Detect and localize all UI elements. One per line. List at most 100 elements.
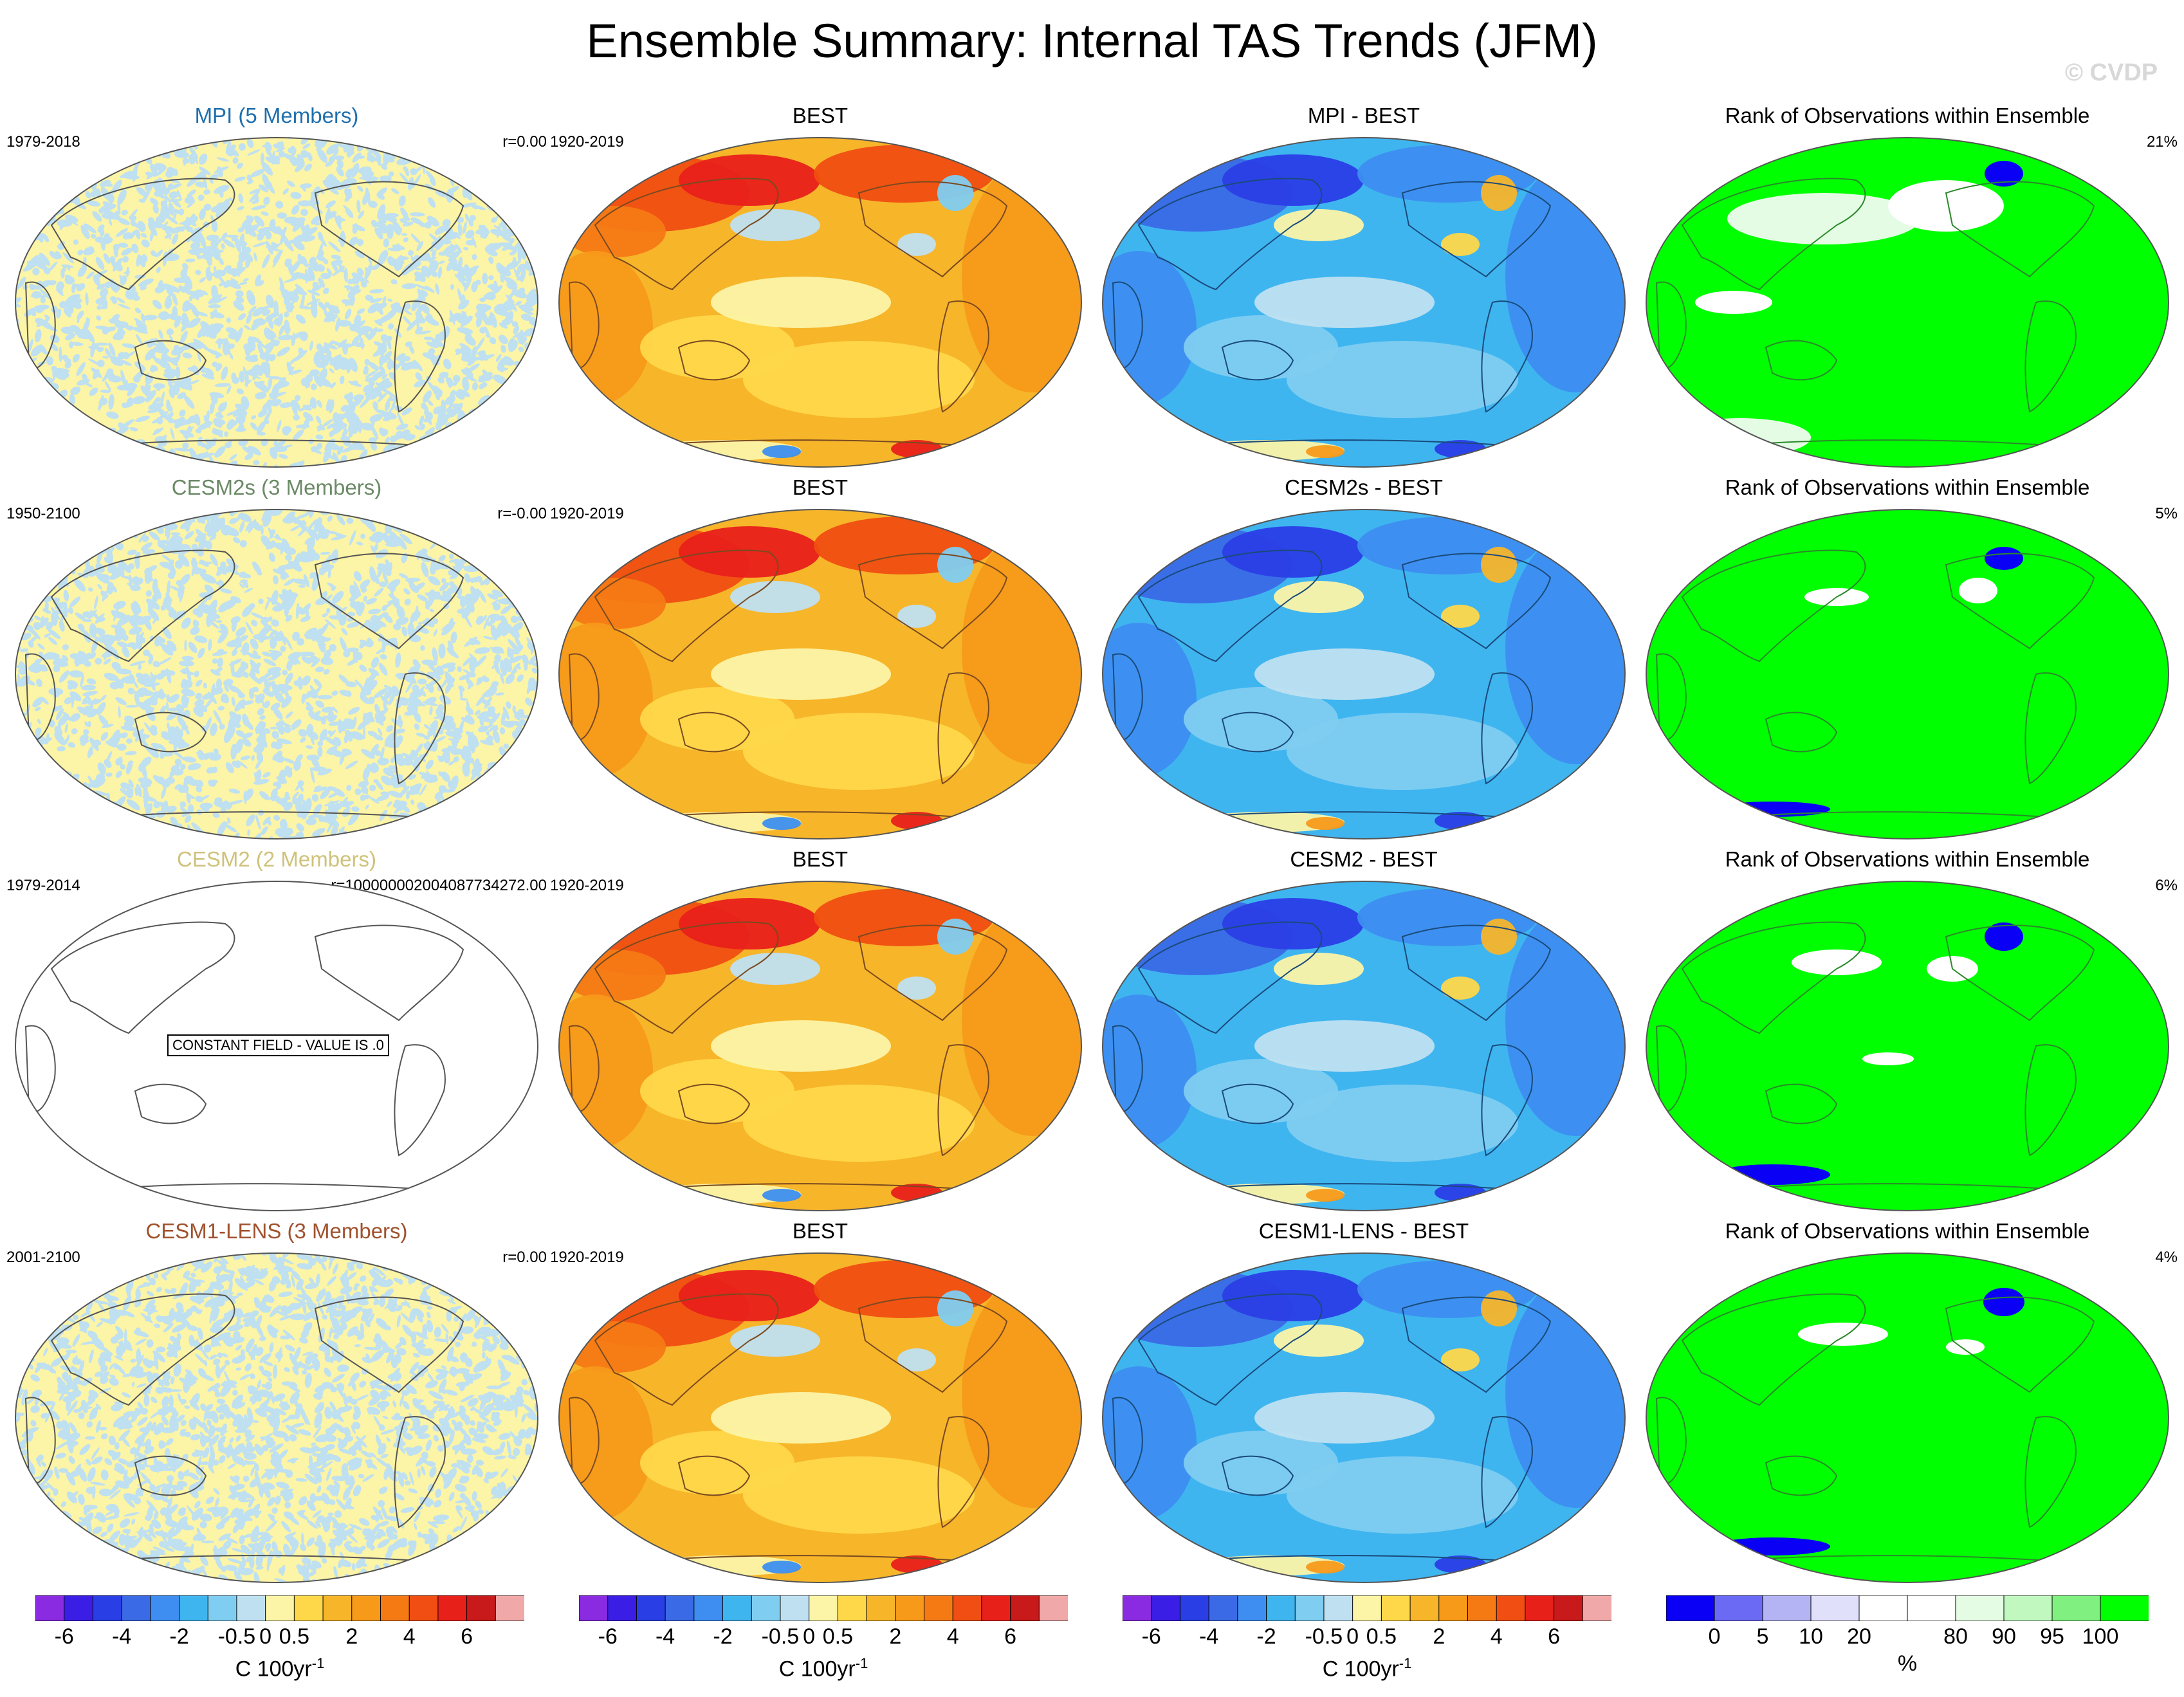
noise-speckle <box>245 257 251 268</box>
noise-speckle <box>89 542 100 550</box>
noise-speckle <box>93 369 100 380</box>
noise-speckle <box>512 200 520 211</box>
noise-speckle <box>345 188 352 196</box>
noise-speckle <box>226 280 241 289</box>
noise-speckle <box>343 145 348 153</box>
noise-speckle <box>100 531 107 538</box>
panel-title: CESM2 (2 Members) <box>177 847 376 871</box>
noise-speckle <box>457 389 470 398</box>
noise-speckle <box>416 330 432 335</box>
noise-speckle <box>253 318 266 326</box>
noise-speckle <box>493 807 504 821</box>
noise-speckle <box>142 315 158 320</box>
noise-speckle <box>473 428 481 434</box>
noise-speckle <box>167 183 173 187</box>
noise-speckle <box>188 146 198 160</box>
noise-speckle <box>107 188 116 199</box>
noise-speckle <box>125 289 133 300</box>
noise-speckle <box>15 775 30 782</box>
noise-speckle <box>524 807 530 812</box>
noise-speckle <box>275 441 286 446</box>
noise-speckle <box>23 262 37 272</box>
noise-speckle <box>203 203 212 211</box>
noise-speckle <box>223 239 235 248</box>
noise-speckle <box>100 201 113 212</box>
noise-speckle <box>506 1258 517 1265</box>
noise-speckle <box>71 535 78 540</box>
noise-speckle <box>219 190 224 198</box>
noise-speckle <box>289 356 298 365</box>
noise-speckle <box>524 392 533 403</box>
noise-speckle <box>171 347 185 356</box>
noise-speckle <box>49 458 53 467</box>
noise-speckle <box>126 738 133 744</box>
noise-speckle <box>383 238 390 248</box>
noise-speckle <box>31 826 44 834</box>
noise-speckle <box>15 233 21 239</box>
noise-speckle <box>527 203 535 207</box>
trend-region <box>743 341 975 418</box>
noise-speckle <box>68 1548 78 1554</box>
noise-speckle <box>365 509 374 517</box>
noise-speckle <box>423 336 434 340</box>
noise-speckle <box>514 224 526 234</box>
noise-speckle <box>88 1564 96 1572</box>
noise-speckle <box>479 800 489 812</box>
noise-speckle <box>108 318 120 324</box>
noise-speckle <box>243 278 249 282</box>
noise-speckle <box>450 390 456 398</box>
noise-speckle <box>484 808 490 814</box>
trend-region <box>730 953 820 985</box>
noise-speckle <box>368 200 378 208</box>
noise-speckle <box>526 149 535 159</box>
noise-speckle <box>470 204 486 210</box>
noise-speckle <box>44 567 53 576</box>
noise-speckle <box>524 158 534 163</box>
noise-speckle <box>202 452 214 459</box>
noise-speckle <box>509 518 517 529</box>
noise-speckle <box>352 224 365 232</box>
noise-speckle <box>136 521 145 529</box>
noise-speckle <box>455 450 466 461</box>
noise-speckle <box>459 343 472 353</box>
noise-speckle <box>520 138 527 142</box>
noise-speckle <box>302 405 312 411</box>
noise-speckle <box>523 362 529 368</box>
noise-speckle <box>118 304 131 309</box>
noise-speckle <box>237 227 244 233</box>
noise-speckle <box>247 344 254 354</box>
noise-speckle <box>389 398 397 401</box>
noise-speckle <box>300 460 305 467</box>
noise-speckle <box>500 344 506 353</box>
noise-speckle <box>54 448 68 456</box>
noise-speckle <box>357 426 363 431</box>
noise-speckle <box>530 546 538 556</box>
noise-speckle <box>501 359 508 365</box>
noise-speckle <box>24 513 29 527</box>
noise-speckle <box>121 248 133 256</box>
noise-speckle <box>15 389 24 398</box>
noise-speckle <box>145 509 150 515</box>
noise-speckle <box>445 825 457 833</box>
noise-speckle <box>44 428 55 435</box>
noise-speckle <box>249 188 261 194</box>
noise-speckle <box>92 535 102 543</box>
noise-speckle <box>326 268 333 276</box>
noise-speckle <box>526 755 532 770</box>
noise-speckle <box>190 304 199 317</box>
noise-speckle <box>396 412 405 428</box>
noise-speckle <box>320 273 331 280</box>
noise-speckle <box>151 417 163 424</box>
noise-speckle <box>437 413 442 428</box>
noise-speckle <box>268 318 274 329</box>
noise-speckle <box>534 1503 538 1509</box>
noise-speckle <box>427 461 437 467</box>
noise-speckle <box>169 191 179 199</box>
noise-speckle <box>425 143 436 153</box>
noise-speckle <box>324 342 331 358</box>
noise-speckle <box>336 445 344 455</box>
noise-speckle <box>37 760 44 766</box>
noise-speckle <box>417 818 426 825</box>
noise-speckle <box>99 799 105 816</box>
noise-speckle <box>526 620 538 627</box>
